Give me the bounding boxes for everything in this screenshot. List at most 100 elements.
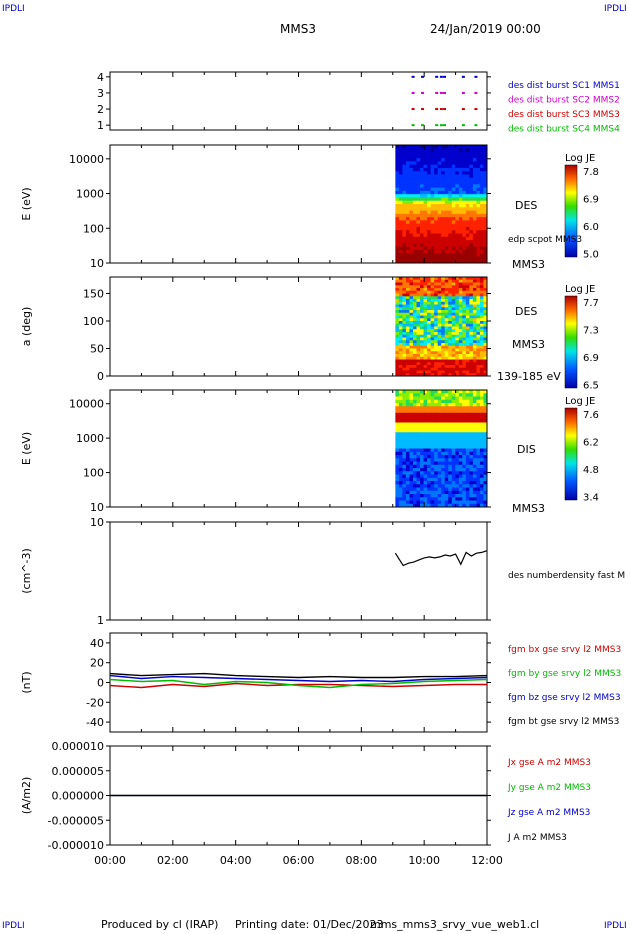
spectrogram-cell xyxy=(405,249,410,254)
spectrogram-cell xyxy=(458,207,463,211)
spectrogram-cell xyxy=(451,474,456,479)
spectrogram-cell xyxy=(448,340,453,344)
spectrogram-cell xyxy=(469,177,474,182)
spectrogram-cell xyxy=(462,359,467,363)
spectrogram-cell xyxy=(469,210,474,215)
spectrogram-cell xyxy=(483,343,488,347)
spectrogram-cell xyxy=(427,471,432,475)
spectrogram-cell xyxy=(402,348,407,352)
spectrogram-cell xyxy=(465,200,470,205)
spectrogram-cell xyxy=(434,442,439,446)
panel-side-label: DES xyxy=(515,199,537,212)
spectrogram-cell xyxy=(395,318,400,322)
spectrogram-cell xyxy=(465,167,470,172)
spectrogram-cell xyxy=(420,409,424,414)
spectrogram-cell xyxy=(423,362,428,366)
spectrogram-cell xyxy=(427,442,432,446)
spectrogram-cell xyxy=(402,177,407,182)
spectrogram-cell xyxy=(451,321,456,325)
spectrogram-cell xyxy=(420,468,424,472)
spectrogram-cell xyxy=(412,337,417,341)
spectrogram-cell xyxy=(405,390,410,394)
spectrogram-cell xyxy=(427,359,432,363)
spectrogram-cell xyxy=(405,416,410,420)
spectrogram-cell xyxy=(395,164,400,169)
spectrogram-cell xyxy=(420,310,424,314)
spectrogram-cell xyxy=(412,200,417,205)
spectrogram-cell xyxy=(479,354,484,358)
footer-produced: Produced by cl (IRAP) xyxy=(101,918,219,931)
spectrogram-cell xyxy=(479,477,484,482)
spectrogram-cell xyxy=(434,332,439,336)
spectrogram-cell xyxy=(395,345,400,349)
spectrogram-cell xyxy=(451,373,456,377)
spectrogram-cell xyxy=(398,277,403,281)
spectrogram-cell xyxy=(479,190,484,195)
spectrogram-cell xyxy=(455,210,460,215)
spectrogram-cell xyxy=(427,373,432,377)
spectrogram-cell xyxy=(416,432,421,436)
spectrogram-cell xyxy=(409,177,414,182)
spectrogram-cell xyxy=(465,174,470,179)
spectrogram-cell xyxy=(405,233,410,238)
spectrogram-cell xyxy=(455,494,460,498)
spectrogram-cell xyxy=(430,197,435,202)
spectrogram-cell xyxy=(405,167,410,172)
spectrogram-cell xyxy=(398,500,403,505)
spectrogram-cell xyxy=(444,285,449,289)
spectrogram-cell xyxy=(451,409,456,414)
legend-entry: fgm bx gse srvy l2 MMS3 xyxy=(508,645,621,655)
spectrogram-cell xyxy=(469,497,474,501)
spectrogram-cell xyxy=(444,484,449,488)
spectrogram-cell xyxy=(405,174,410,179)
spectrogram-cell xyxy=(469,161,474,166)
spectrogram-cell xyxy=(479,438,484,443)
spectrogram-cell xyxy=(462,406,467,410)
spectrogram-cell xyxy=(465,256,470,261)
spectrogram-cell xyxy=(462,448,467,453)
spectrogram-cell xyxy=(405,148,410,152)
spectrogram-cell xyxy=(462,310,467,314)
spectrogram-cell xyxy=(458,461,463,466)
spectrogram-cell xyxy=(412,282,417,286)
spectrogram-cell xyxy=(455,290,460,294)
spectrogram-cell xyxy=(434,243,439,248)
spectrogram-cell xyxy=(402,390,407,394)
burst-mark xyxy=(435,124,439,127)
spectrogram-cell xyxy=(437,204,442,208)
spectrogram-cell xyxy=(416,279,421,283)
spectrogram-cell xyxy=(451,293,456,297)
spectrogram-cell xyxy=(412,288,417,292)
spectrogram-cell xyxy=(455,158,460,162)
spectrogram-cell xyxy=(465,240,470,244)
spectrogram-cell xyxy=(420,253,424,257)
spectrogram-cell xyxy=(416,471,421,475)
spectrogram-cell xyxy=(409,220,414,225)
spectrogram-cell xyxy=(423,246,428,251)
y-axis-label: (cm^-3) xyxy=(20,548,33,594)
spectrogram-cell xyxy=(423,259,428,264)
spectrogram-cell xyxy=(476,145,481,149)
spectrogram-cell xyxy=(472,312,477,316)
spectrogram-cell xyxy=(437,367,442,371)
burst-mark xyxy=(474,91,478,94)
spectrogram-cell xyxy=(448,487,453,492)
spectrogram-cell xyxy=(448,484,453,488)
spectrogram-cell xyxy=(451,210,456,215)
spectrogram-cell xyxy=(402,416,407,420)
spectrogram-cell xyxy=(455,312,460,316)
spectrogram-cell xyxy=(398,312,403,316)
spectrogram-cell xyxy=(416,282,421,286)
spectrogram-cell xyxy=(427,477,432,482)
spectrogram-cell xyxy=(476,236,481,241)
spectrogram-cell xyxy=(402,256,407,261)
spectrogram-cell xyxy=(427,290,432,294)
spectrogram-cell xyxy=(420,416,424,420)
spectrogram-cell xyxy=(465,359,470,363)
spectrogram-cell xyxy=(398,396,403,401)
spectrogram-cell xyxy=(405,312,410,316)
spectrogram-cell xyxy=(420,246,424,251)
spectrogram-cell xyxy=(423,494,428,498)
spectrogram-cell xyxy=(462,158,467,162)
spectrogram-cell xyxy=(476,217,481,221)
